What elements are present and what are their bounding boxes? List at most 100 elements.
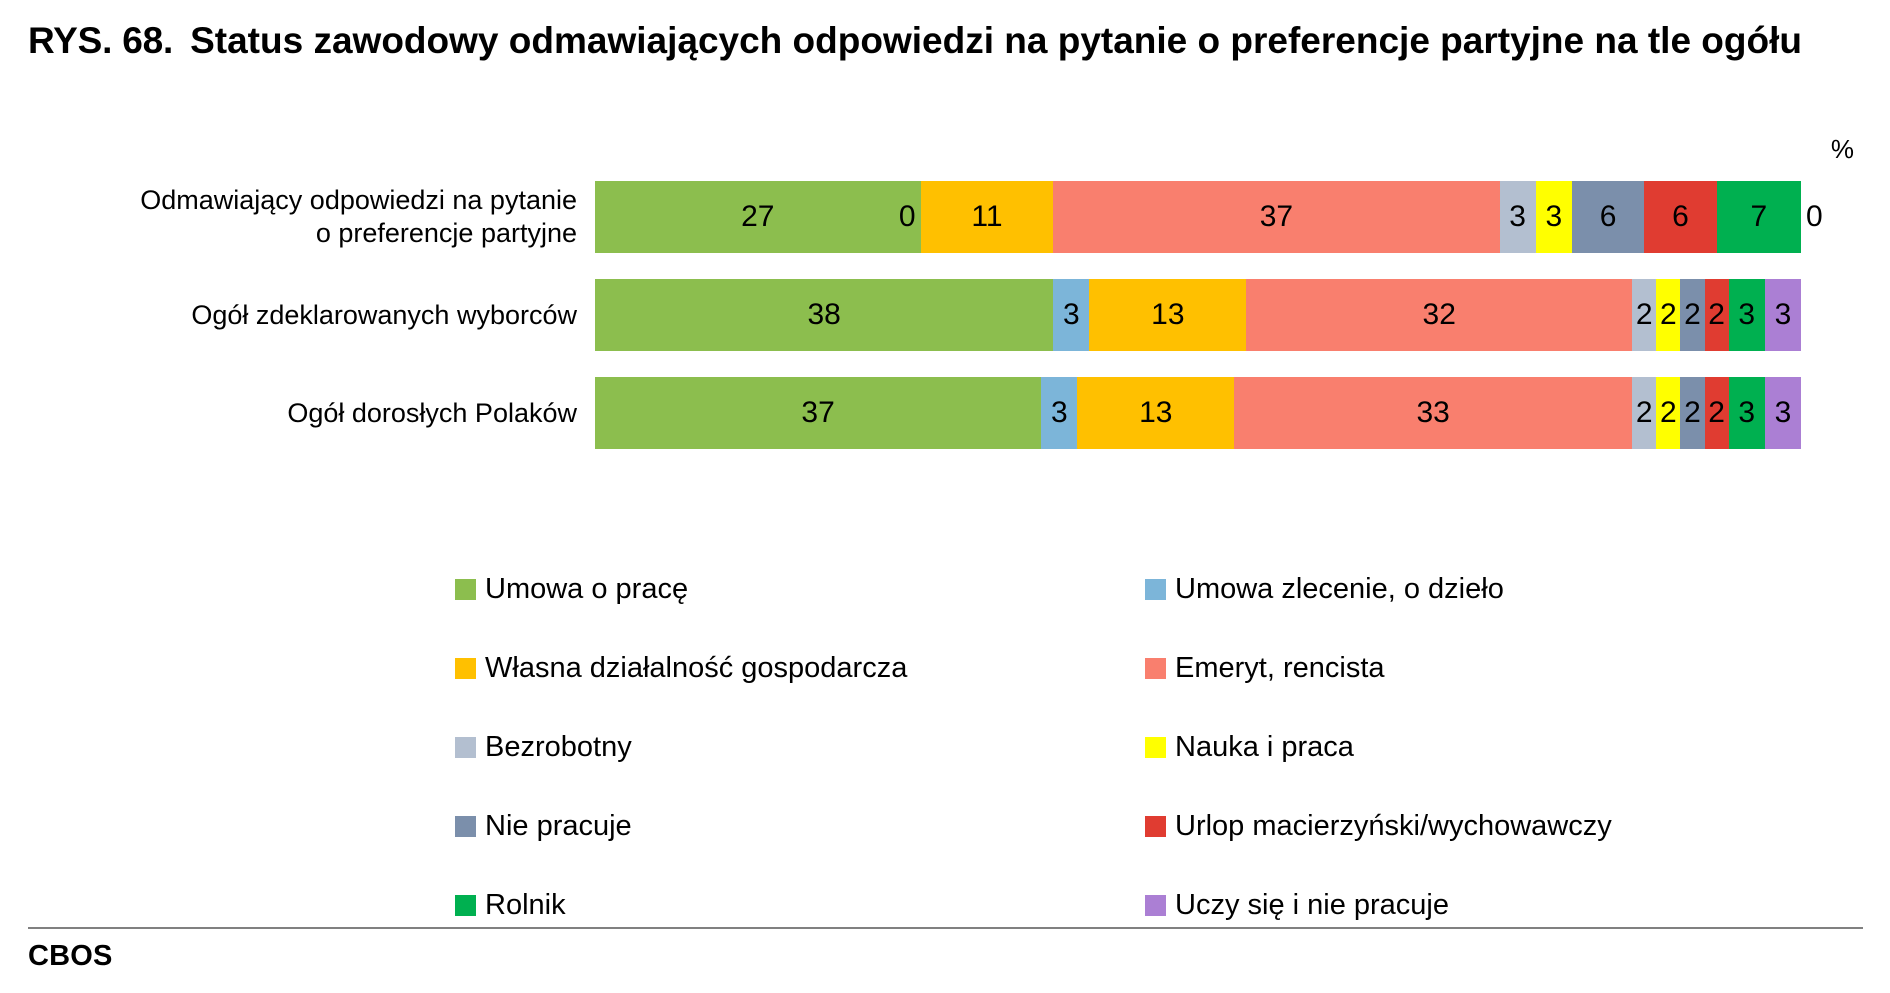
bar-segment-value: 32	[1422, 298, 1456, 331]
bar-segment: 3	[1053, 279, 1090, 351]
legend-item[interactable]: Emeryt, rencista	[1145, 651, 1835, 685]
bar-segment-value: 38	[807, 298, 841, 331]
bar-segment: 7	[1716, 181, 1802, 253]
bar-segment-value: 37	[801, 396, 835, 429]
bar-segment-value: 7	[1750, 200, 1768, 233]
bar-segment-value: 0	[1806, 200, 1823, 233]
bar-segment: 2	[1680, 377, 1705, 449]
legend-swatch-icon	[1145, 578, 1166, 600]
bar-segment-value: 11	[971, 200, 1003, 233]
bar-segment-value: 6	[1672, 200, 1689, 233]
stacked-bar-chart: Odmawiający odpowiedzi na pytanie o pref…	[0, 168, 1890, 462]
figure-title: Status zawodowy odmawiających odpowiedzi…	[190, 20, 1802, 61]
bar-segment-value: 2	[1660, 298, 1677, 331]
legend-label: Własna działalność gospodarcza	[485, 651, 908, 684]
bar-segment-value: 33	[1416, 396, 1450, 429]
bar-segment-value: 6	[1599, 200, 1617, 233]
bar-segment-value: 3	[1509, 200, 1526, 233]
legend-item[interactable]: Nauka i praca	[1145, 730, 1835, 764]
bar-segment-value: 2	[1660, 396, 1677, 429]
bar-segment-value: 13	[1139, 396, 1173, 429]
legend-item[interactable]: Rolnik	[455, 888, 1145, 922]
bar-segment: 3	[1764, 377, 1802, 449]
bar-segment-value: 3	[1063, 298, 1080, 331]
bar-segment: 32	[1246, 279, 1633, 351]
bar-segment: 27	[595, 181, 921, 253]
bar-segment: 6	[1571, 181, 1645, 253]
bar-segment: 2	[1656, 377, 1681, 449]
axis-unit-label: %	[1830, 134, 1854, 164]
bar-segment: 37	[1053, 181, 1500, 253]
stacked-bar: 27 0 11 37 3 3 6 6 7 0	[595, 181, 1823, 253]
legend-swatch-icon	[455, 894, 476, 916]
row-label: Odmawiający odpowiedzi na pytanie o pref…	[140, 185, 577, 248]
legend-item[interactable]: Bezrobotny	[455, 730, 1145, 764]
bar-segment: 3	[1041, 377, 1078, 449]
row-label: Ogół dorosłych Polaków	[287, 397, 577, 428]
chart-row: Ogół dorosłych Polaków 37 3 13 33 2 2 2 2 3 3	[0, 364, 1890, 462]
bar-segment-value: 27	[741, 200, 775, 233]
legend-swatch-icon	[455, 578, 476, 600]
bar-segment: 2	[1632, 377, 1657, 449]
chart-row: Odmawiający odpowiedzi na pytanie o pref…	[0, 168, 1890, 266]
chart-legend: Umowa o pracę Umowa zlecenie, o dzieło Wła…	[455, 550, 1855, 945]
bar-segment: 3	[1764, 279, 1802, 351]
legend-swatch-icon	[455, 657, 476, 679]
legend-swatch-icon	[455, 815, 476, 837]
bar-segment-value: 2	[1635, 298, 1653, 331]
bar-segment-value: 2	[1708, 298, 1725, 331]
legend-label: Nauka i praca	[1175, 730, 1354, 763]
bar-segment-value: 13	[1151, 298, 1185, 331]
bar-segment: 2	[1656, 279, 1681, 351]
cbos-logo: CBOS	[28, 940, 113, 972]
row-label: Ogół zdeklarowanych wyborców	[191, 299, 577, 330]
bar-segment: 13	[1077, 377, 1235, 449]
chart-row: Ogół zdeklarowanych wyborców 38 3 13 32 2 2 2 2 3…	[0, 266, 1890, 364]
legend-swatch-icon	[455, 736, 476, 758]
legend-label: Emeryt, rencista	[1175, 651, 1385, 684]
legend-label: Nie pracuje	[485, 809, 632, 842]
legend-item[interactable]: Umowa o pracę	[455, 572, 1145, 606]
bar-segment-value: 2	[1684, 298, 1701, 331]
legend-swatch-icon	[1145, 894, 1166, 916]
legend-item[interactable]: Własna działalność gospodarcza	[455, 651, 1145, 685]
page-title: RYS. 68. Status zawodowy odmawiających o…	[28, 18, 1868, 65]
bar-segment: 11	[920, 181, 1054, 253]
bar-segment: 2	[1680, 279, 1705, 351]
bar-segment: 6	[1644, 181, 1717, 253]
bar-segment-value: 3	[1545, 200, 1563, 233]
legend-item[interactable]: Urlop macierzyński/wychowawczy	[1145, 809, 1835, 843]
legend-label: Rolnik	[485, 888, 566, 921]
legend-label: Bezrobotny	[485, 730, 632, 763]
bar-segment: 13	[1089, 279, 1247, 351]
figure-number: RYS. 68.	[28, 20, 174, 61]
stacked-bar: 37 3 13 33 2 2 2 2 3 3	[595, 377, 1802, 449]
bar-segment: 3	[1728, 279, 1765, 351]
footer-divider	[28, 927, 1863, 929]
legend-item[interactable]: Uczy się i nie pracuje	[1145, 888, 1835, 922]
stacked-bar: 38 3 13 32 2 2 2 2 3 3	[595, 279, 1802, 351]
bar-segment-value: 3	[1738, 396, 1756, 429]
legend-swatch-icon	[1145, 657, 1166, 679]
bar-segment: 2	[1704, 279, 1729, 351]
bar-segment-value: 3	[1738, 298, 1756, 331]
legend-swatch-icon	[1145, 815, 1166, 837]
bar-segment-value: 3	[1050, 396, 1068, 429]
legend-item[interactable]: Nie pracuje	[455, 809, 1145, 843]
legend-label: Umowa zlecenie, o dzieło	[1175, 572, 1504, 605]
bar-segment: 2	[1632, 279, 1657, 351]
bar-segment: 38	[595, 279, 1054, 351]
legend-item[interactable]: Umowa zlecenie, o dzieło	[1145, 572, 1835, 606]
bar-segment-value: 3	[1774, 396, 1792, 429]
bar-segment-value: 2	[1635, 396, 1653, 429]
bar-segment: 3	[1499, 181, 1536, 253]
bar-segment: 2	[1704, 377, 1729, 449]
bar-segment-value: 37	[1259, 200, 1294, 233]
bar-segment: 37	[595, 377, 1042, 449]
bar-segment-value: 2	[1684, 396, 1701, 429]
legend-label: Umowa o pracę	[485, 572, 689, 605]
bar-segment: 33	[1234, 377, 1633, 449]
legend-label: Urlop macierzyński/wychowawczy	[1175, 809, 1612, 842]
legend-label: Uczy się i nie pracuje	[1175, 888, 1449, 921]
bar-segment-value: 2	[1708, 396, 1725, 429]
